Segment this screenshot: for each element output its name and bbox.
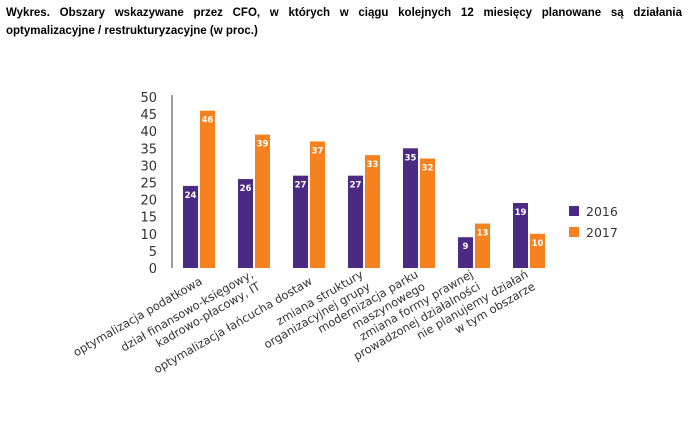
bar-value-label: 37 [312,146,324,156]
y-tick-label: 50 [140,91,157,106]
bar-value-label: 9 [463,242,469,252]
bar-2016 [238,179,253,268]
bar-value-label: 26 [240,184,252,194]
bar-2016 [293,175,308,268]
y-tick-label: 40 [140,125,157,140]
y-tick-label: 10 [140,228,157,243]
bar-2017 [420,158,435,268]
bar-value-label: 13 [477,229,489,239]
bar-value-label: 10 [532,239,544,249]
bar-value-label: 27 [295,181,307,191]
legend-label: 2016 [586,204,618,219]
y-tick-label: 25 [140,177,157,192]
bar-2016 [458,237,473,268]
bar-value-label: 46 [202,116,214,126]
bar-2016 [183,185,198,268]
bar-2017 [530,233,545,268]
bar-2016 [348,175,363,268]
bar-2017 [255,134,270,268]
y-tick-label: 5 [149,245,157,260]
chart-heading: Wykres. Obszary wskazywane przez CFO, w … [6,7,682,37]
legend-swatch-2016 [569,206,579,216]
y-tick-label: 35 [140,142,157,157]
bar-value-label: 19 [515,208,527,218]
bar-value-label: 24 [185,191,197,201]
bar-value-label: 33 [367,160,379,170]
bar-2017 [365,155,380,268]
bar-2017 [200,110,215,269]
bar-value-label: 32 [422,164,434,174]
bar-value-label: 35 [405,153,417,163]
bar-value-label: 27 [350,181,362,191]
bar-2016 [403,148,418,268]
legend-swatch-2017 [569,227,579,237]
y-tick-label: 45 [140,108,157,123]
legend-label: 2017 [586,225,618,240]
y-tick-label: 30 [140,159,157,174]
bar-2017 [310,141,325,268]
bar-2017 [475,223,490,268]
bar-2016 [513,203,528,268]
y-tick-label: 15 [140,211,157,226]
bar-value-label: 39 [257,140,269,150]
y-tick-label: 0 [149,262,157,277]
y-tick-label: 20 [140,194,157,209]
